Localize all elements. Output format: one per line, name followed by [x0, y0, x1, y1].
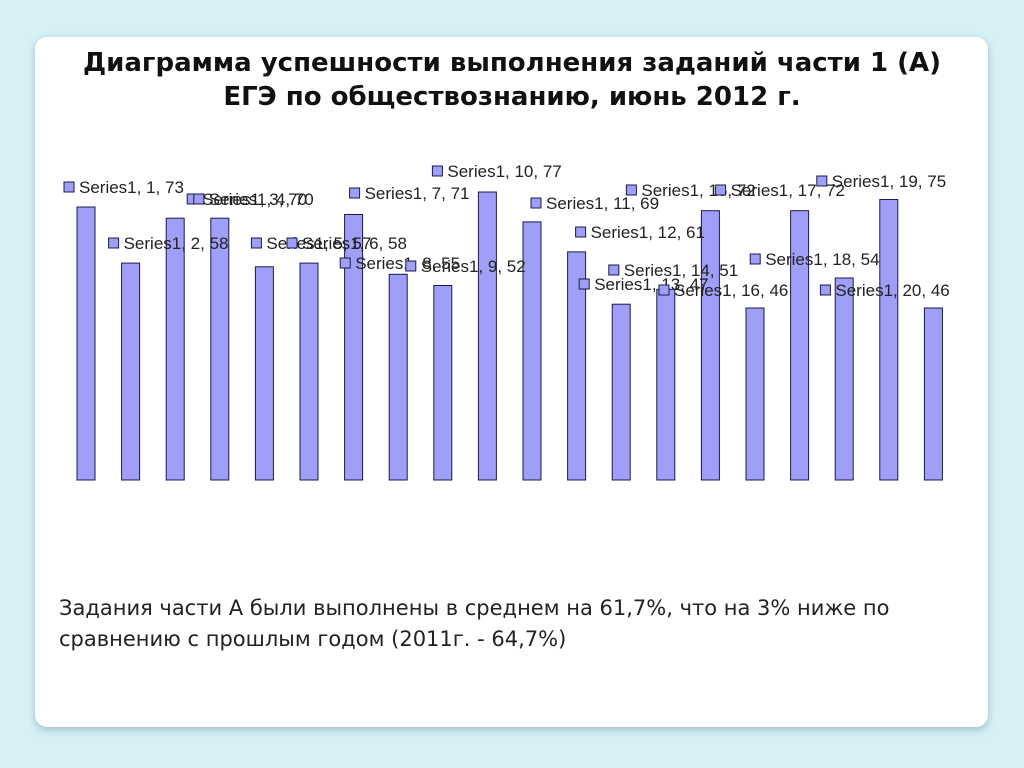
data-label-marker	[286, 237, 298, 249]
data-label-16: Series1, 16, 46	[658, 281, 788, 300]
data-label-text: Series1, 6, 58	[302, 234, 407, 253]
bar-15	[700, 210, 720, 481]
data-label-marker	[405, 260, 417, 272]
data-label-9: Series1, 9, 52	[405, 257, 526, 276]
slide-title: Диаграмма успешности выполнения заданий …	[0, 46, 1024, 114]
data-label-marker	[193, 193, 205, 205]
data-label-6: Series1, 6, 58	[286, 234, 407, 253]
bar-5	[254, 266, 274, 481]
data-label-19: Series1, 19, 75	[816, 172, 946, 191]
data-label-text: Series1, 2, 58	[124, 234, 229, 253]
data-label-text: Series1, 9, 52	[421, 257, 526, 276]
data-label-14: Series1, 14, 51	[608, 261, 738, 280]
bar-14	[656, 288, 676, 481]
data-label-text: Series1, 10, 77	[447, 162, 561, 181]
data-label-marker	[108, 237, 120, 249]
bar-16	[745, 307, 765, 481]
data-label-marker	[63, 181, 75, 193]
data-label-marker	[625, 184, 637, 196]
data-label-text: Series1, 15, 72	[641, 181, 755, 200]
bar-9	[433, 285, 453, 481]
data-label-marker	[575, 226, 587, 238]
bar-1	[76, 206, 96, 481]
bar-18	[834, 277, 854, 481]
summary-text: Задания части А были выполнены в среднем…	[59, 596, 890, 651]
data-label-1: Series1, 1, 73	[63, 178, 184, 197]
bar-17	[790, 210, 810, 481]
data-label-2: Series1, 2, 58	[108, 234, 229, 253]
data-label-13: Series1, 13, 47	[578, 275, 709, 294]
data-label-marker	[658, 284, 670, 296]
title-line-2: ЕГЭ по обществознанию, июнь 2012 г.	[223, 82, 801, 112]
data-label-marker	[339, 257, 351, 269]
data-label-text: Series1, 3, 70	[202, 190, 307, 209]
data-label-text: Series1, 7, 71	[365, 184, 470, 203]
data-label-15: Series1, 15, 72	[625, 181, 756, 200]
data-label-marker	[349, 187, 361, 199]
bar-4	[210, 217, 230, 481]
data-label-text: Series1, 1, 73	[79, 178, 184, 197]
title-line-1: Диаграмма успешности выполнения заданий …	[82, 48, 942, 78]
data-label-text: Series1, 12, 61	[591, 223, 705, 242]
data-label-marker	[530, 197, 542, 209]
data-label-marker	[816, 175, 828, 187]
data-label-text: Series1, 13, 47	[594, 275, 708, 294]
bar-10	[477, 191, 497, 481]
data-label-4: Series1, 4, 70	[193, 190, 314, 209]
data-label-marker	[608, 264, 620, 276]
data-label-text: Series1, 14, 51	[624, 261, 738, 280]
data-label-text: Series1, 4, 70	[209, 190, 314, 209]
bar-7	[344, 214, 364, 481]
bar-6	[299, 262, 319, 481]
data-label-marker	[431, 165, 443, 177]
bar-3	[165, 217, 185, 481]
data-label-20: Series1, 20, 46	[819, 281, 950, 300]
bar-2	[121, 262, 141, 481]
data-label-text: Series1, 18, 54	[765, 250, 879, 269]
data-label-marker	[749, 253, 761, 265]
data-label-11: Series1, 11, 69	[530, 194, 659, 213]
bar-13	[611, 303, 631, 481]
data-label-12: Series1, 12, 61	[575, 223, 705, 242]
bar-11	[522, 221, 542, 481]
bar-8	[388, 273, 408, 481]
data-label-text: Series1, 20, 46	[835, 281, 949, 300]
data-label-marker	[578, 278, 590, 290]
data-label-text: Series1, 11, 69	[546, 194, 659, 213]
data-label-text: Series1, 16, 46	[674, 281, 788, 300]
bar-12	[567, 251, 587, 481]
slide-panel	[35, 37, 988, 727]
bar-19	[879, 199, 899, 481]
bar-20	[923, 307, 943, 481]
data-label-marker	[250, 237, 262, 249]
data-label-10: Series1, 10, 77	[431, 162, 562, 181]
data-label-text: Series1, 17, 72	[731, 181, 845, 200]
data-label-18: Series1, 18, 54	[749, 250, 880, 269]
data-label-marker	[819, 284, 831, 296]
data-label-marker	[715, 184, 727, 196]
data-label-7: Series1, 7, 71	[349, 184, 470, 203]
data-label-text: Series1, 19, 75	[832, 172, 946, 191]
